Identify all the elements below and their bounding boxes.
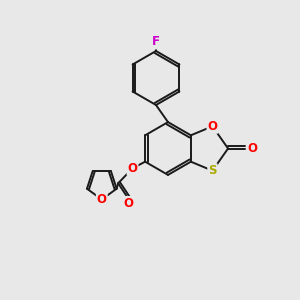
Text: O: O (128, 162, 137, 175)
Text: O: O (97, 193, 107, 206)
Text: O: O (208, 120, 218, 133)
Text: O: O (247, 142, 257, 155)
Text: F: F (152, 35, 160, 49)
Text: S: S (208, 164, 217, 177)
Text: O: O (124, 197, 134, 210)
